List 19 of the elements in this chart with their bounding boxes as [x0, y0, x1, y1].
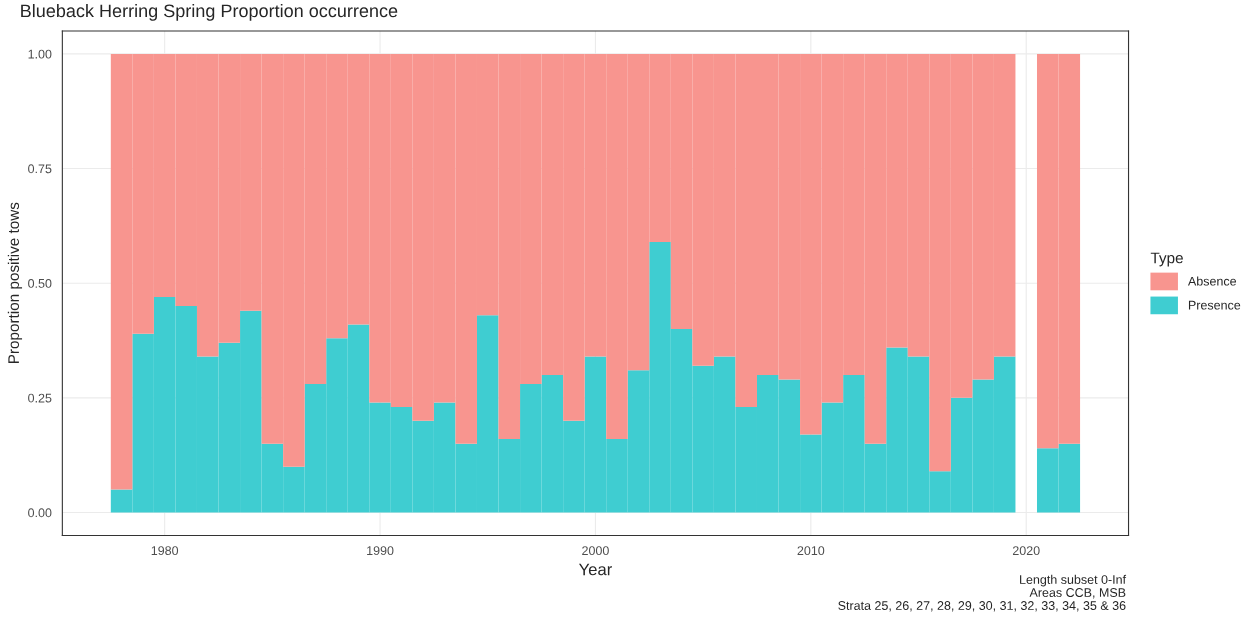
- y-tick-label: 0.50: [28, 278, 52, 288]
- text: Strata 25, 26, 27, 28, 29, 30, 31, 32, 33, 34, 35 & 36: [838, 601, 1126, 612]
- x-axis-title: Year: [578, 563, 613, 576]
- y-tick-label: 0.00: [28, 508, 52, 518]
- x-tick-label: 1980: [151, 546, 179, 556]
- legend-label: Absence: [1187, 276, 1237, 286]
- text: Areas CCB, MSB: [1029, 588, 1126, 599]
- legend-label: Presence: [1188, 300, 1241, 310]
- y-axis-title: Proportion positive tows: [7, 202, 23, 364]
- x-tick-label: 1990: [367, 546, 394, 556]
- legend-title: Type: [1150, 252, 1183, 267]
- x-tick-label: 2010: [797, 546, 825, 556]
- y-tick-label: 1.00: [28, 49, 52, 59]
- x-tick-label: 2000: [582, 546, 609, 556]
- y-tick-label: 0.25: [28, 393, 52, 403]
- x-tick-label: 2020: [1012, 546, 1040, 556]
- y-tick-label: 0.75: [28, 164, 52, 174]
- text: Length subset 0-Inf: [1020, 574, 1127, 587]
- chart-title: Blueback Herring Spring Proportion occurrence: [21, 3, 398, 21]
